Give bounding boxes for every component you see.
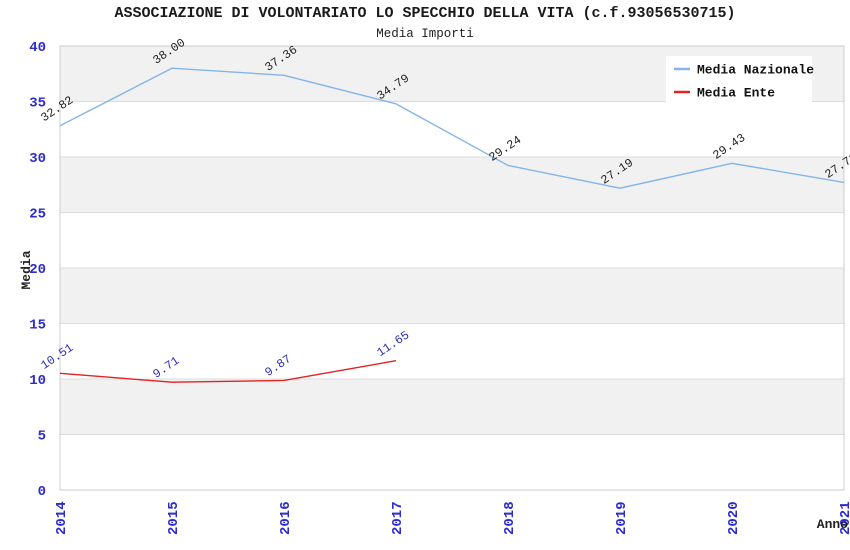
grid-band (60, 379, 844, 435)
x-tick-label: 2020 (726, 501, 742, 535)
chart-subtitle: Media Importi (376, 27, 474, 41)
x-tick-label: 2014 (54, 501, 70, 535)
legend-box (666, 56, 812, 104)
series-line-media-ente (59, 359, 397, 383)
y-tick-label: 35 (29, 96, 46, 112)
y-tick-label: 0 (38, 484, 46, 500)
x-tick-label: 2021 (838, 501, 850, 535)
chart-title: ASSOCIAZIONE DI VOLONTARIATO LO SPECCHIO… (114, 5, 736, 22)
y-tick-label: 40 (29, 40, 46, 56)
series-line-media-nazionale (59, 67, 845, 189)
legend-label-media-nazionale: Media Nazionale (697, 63, 814, 78)
grid-band (60, 157, 844, 213)
y-tick-label: 30 (29, 151, 46, 167)
x-axis-title: Anno (817, 517, 848, 532)
y-tick-label: 10 (29, 373, 46, 389)
x-tick-label: 2018 (502, 501, 518, 535)
y-tick-label: 25 (29, 207, 46, 223)
y-tick-label: 15 (29, 318, 46, 334)
legend-label-media-ente: Media Ente (697, 86, 775, 101)
grid-band (60, 268, 844, 324)
plot-border (59, 45, 845, 491)
y-axis-title: Media (19, 250, 34, 289)
x-tick-label: 2016 (278, 501, 294, 535)
x-tick-label: 2015 (166, 501, 182, 535)
y-tick-label: 5 (38, 429, 46, 445)
x-tick-label: 2019 (614, 501, 630, 535)
y-tick-label: 20 (29, 262, 46, 278)
x-tick-label: 2017 (390, 501, 406, 535)
